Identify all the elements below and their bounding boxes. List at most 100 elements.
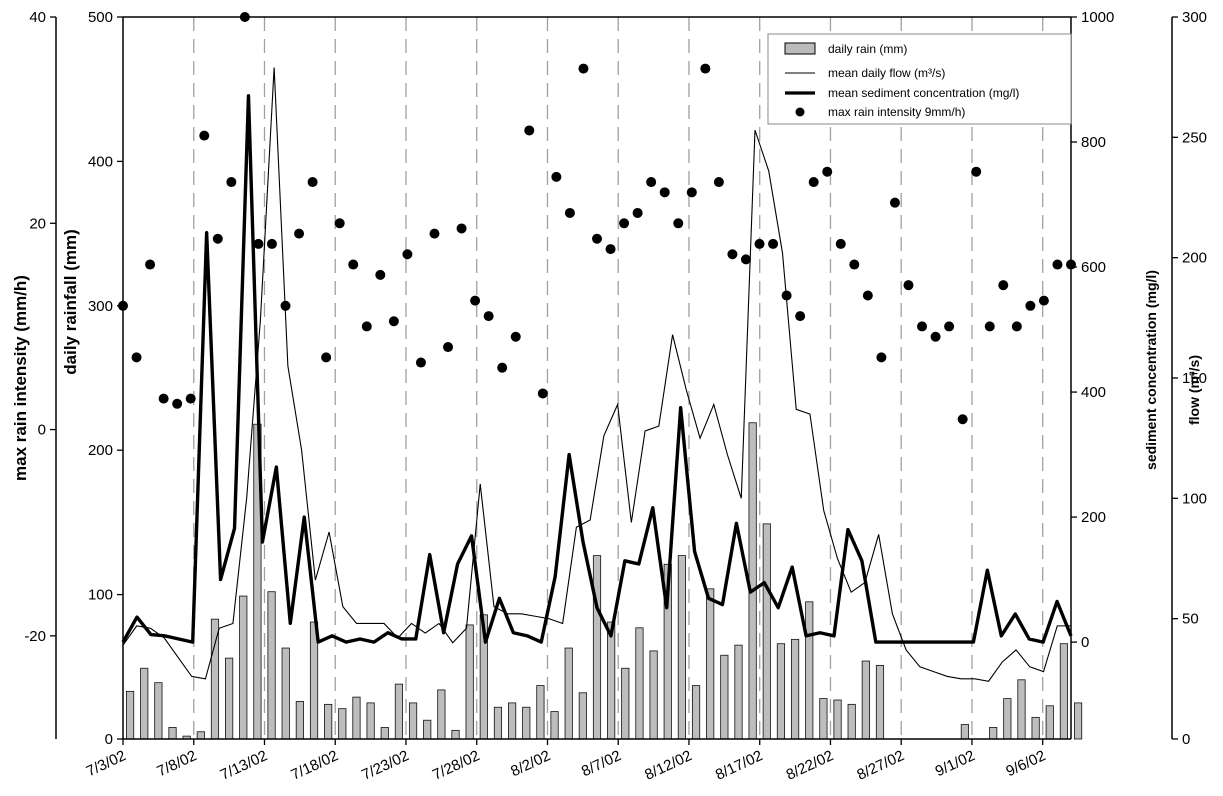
intensity-point: [429, 228, 440, 239]
vertical-grid: [193, 17, 1044, 739]
intensity-point: [808, 177, 819, 188]
rain-bar: [649, 650, 658, 740]
daily-rainfall-tick-label: 500: [88, 9, 113, 26]
intensity-point: [903, 280, 914, 291]
daily-rainfall-tick-label: 200: [88, 442, 113, 459]
daily-rain-bars: [125, 422, 1083, 740]
intensity-point: [172, 398, 183, 409]
intensity-point: [1025, 300, 1036, 311]
rain-bar: [267, 591, 276, 740]
intensity-point: [348, 259, 359, 270]
intensity-point: [470, 295, 481, 306]
sediment-line: [121, 94, 1073, 644]
rain-bar: [564, 647, 573, 740]
x-tick-label: 8/2/02: [508, 747, 553, 780]
rain-bar: [380, 727, 389, 740]
daily-rainfall-tick-label: 400: [88, 153, 113, 170]
intensity-point: [415, 357, 426, 368]
intensity-point: [361, 321, 372, 332]
rain-bar: [833, 699, 842, 740]
intensity-point: [483, 311, 494, 322]
rain-bar: [734, 644, 743, 740]
intensity-point: [524, 125, 535, 136]
rain-bar: [677, 555, 686, 740]
rain-bar: [295, 701, 304, 740]
x-tick-label: 7/28/02: [430, 747, 483, 784]
intensity-point: [754, 238, 765, 249]
intensity-point: [294, 228, 305, 239]
x-tick-label: 7/18/02: [288, 747, 341, 784]
intensity-point: [740, 254, 751, 265]
x-tick-label: 8/22/02: [784, 747, 837, 784]
max-rain-intensity-tick-label: 0: [38, 422, 46, 439]
intensity-point: [537, 388, 548, 399]
rain-bar: [592, 555, 602, 740]
rain-bar: [522, 706, 531, 740]
intensity-point: [145, 259, 156, 270]
rain-bar: [706, 588, 715, 740]
rain-bar: [140, 667, 149, 740]
daily-rainfall-tick-label: 300: [88, 298, 113, 315]
rain-bar: [210, 618, 220, 740]
x-tick-label: 8/17/02: [713, 747, 766, 784]
rain-bar: [154, 682, 163, 740]
rain-bar: [847, 703, 856, 740]
sediment-tick-label: 800: [1081, 134, 1106, 151]
sediment-tick-label: 400: [1081, 384, 1106, 401]
flow-tick-label: 250: [1182, 129, 1207, 146]
rain-bar: [225, 657, 234, 740]
intensity-point: [659, 187, 670, 198]
intensity-point: [768, 238, 779, 249]
rain-bar: [1073, 702, 1083, 740]
rain-bar: [861, 660, 870, 740]
intensity-point: [1011, 321, 1022, 332]
flow-line: [122, 67, 1071, 682]
rain-bar: [324, 703, 333, 740]
max-rain-intensity-tick-label: 40: [29, 9, 46, 26]
rain-bar: [607, 621, 616, 740]
intensity-point: [1052, 259, 1063, 270]
x-tick-labels: 7/3/02 7/8/02 7/13/02 7/18/02 7/23/02 7/28/02…: [84, 739, 1048, 784]
daily-rainfall-axis-title: daily rainfall (mm): [61, 229, 80, 374]
intensity-point: [917, 321, 928, 332]
rain-bar: [338, 708, 347, 740]
flow-tick-label: 200: [1182, 250, 1207, 267]
intensity-point: [266, 238, 277, 249]
intensity-point: [497, 362, 508, 373]
axes: 40200-2050040030020010001000800600400200…: [24, 9, 1207, 748]
flow-tick-label: 100: [1182, 490, 1207, 507]
rain-bar: [578, 692, 587, 740]
rain-bar: [493, 706, 503, 740]
rain-bar: [1045, 705, 1054, 740]
intensity-point: [158, 393, 169, 404]
intensity-point: [713, 177, 724, 188]
rain-bar: [1017, 679, 1026, 740]
rain-bar: [508, 702, 517, 740]
max-rain-intensity-tick-label: -20: [24, 628, 46, 645]
x-tick-label: 7/23/02: [359, 747, 412, 784]
rain-bar: [1031, 716, 1040, 740]
intensity-point: [876, 352, 887, 363]
rain-bar: [819, 698, 828, 740]
rain-bar: [465, 624, 474, 740]
legend-label-sediment: mean sediment concentration (mg/l): [828, 86, 1019, 100]
intensity-point: [619, 218, 630, 229]
rain-bar: [762, 523, 771, 740]
intensity-point: [944, 321, 955, 332]
intensity-point: [957, 414, 968, 425]
rain-bar: [989, 727, 998, 740]
intensity-point: [280, 300, 291, 311]
daily-rainfall-tick-label: 0: [105, 731, 113, 748]
intensity-point: [686, 187, 697, 198]
intensity-point: [795, 311, 806, 322]
rain-bar: [960, 724, 969, 740]
legend-label-flow: mean daily flow (m³/s): [828, 66, 945, 80]
intensity-point: [632, 207, 643, 218]
max-rain-intensity-tick-label: 20: [29, 215, 46, 232]
rain-bar: [366, 702, 375, 740]
x-tick-label: 7/3/02: [84, 747, 129, 780]
intensity-point: [578, 63, 589, 74]
intensity-point: [456, 223, 467, 234]
sediment-tick-label: 0: [1081, 634, 1089, 651]
